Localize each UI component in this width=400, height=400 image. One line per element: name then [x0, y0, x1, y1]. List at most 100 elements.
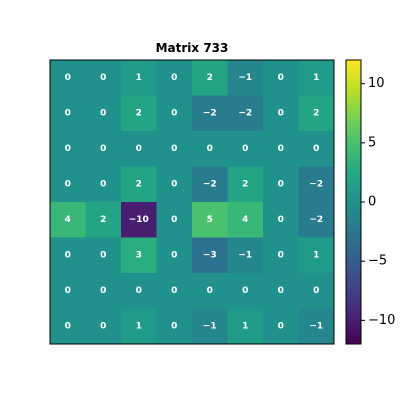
cell-value-label: 0 [313, 286, 319, 296]
cell-value-label: −10 [129, 215, 149, 225]
cell-value-label: −1 [203, 321, 217, 331]
cell-value-label: 0 [278, 321, 284, 331]
cell-value-label: 1 [136, 321, 142, 331]
heatmap-cell [50, 273, 86, 309]
heatmap-cell [263, 131, 299, 167]
heatmap-cell [227, 237, 264, 274]
heatmap-cell [263, 202, 299, 238]
cell-value-label: 1 [313, 73, 319, 83]
cell-value-label: 0 [207, 286, 213, 296]
cell-value-label: 0 [171, 321, 177, 331]
heatmap-cell [85, 237, 122, 274]
cell-value-label: 0 [100, 286, 106, 296]
cell-value-label: 2 [136, 179, 142, 189]
chart-title: Matrix 733 [156, 41, 229, 55]
heatmap-cell [298, 131, 335, 167]
cell-value-label: 4 [65, 215, 71, 225]
heatmap-cell [263, 308, 299, 345]
cell-value-label: −2 [309, 215, 323, 225]
cell-value-label: 0 [242, 286, 248, 296]
cell-value-label: 0 [278, 250, 284, 260]
heatmap-cell [192, 308, 228, 345]
cell-value-labels: 0 0 1 0 2 −1 0 10 0 2 0 −2 −2 0 20 0 0 0 0 0 0 00 0 2 0 −2 2 0 −24 2−… [65, 73, 324, 332]
cell-value-label: 0 [171, 179, 177, 189]
colorbar-tick-label: −5 [368, 254, 387, 269]
heatmap-cell [192, 95, 228, 132]
cell-value-label: 0 [65, 286, 71, 296]
heatmap-cell [50, 131, 86, 167]
heatmap-cell [156, 95, 193, 132]
cell-value-label: 0 [100, 250, 106, 260]
cell-value-label: 0 [242, 144, 248, 154]
heatmap-cell [192, 202, 228, 238]
cell-value-label: 0 [100, 179, 106, 189]
cell-value-label: 1 [313, 250, 319, 260]
cell-value-label: 1 [136, 73, 142, 83]
heatmap-cell [192, 237, 228, 274]
heatmap-cell [85, 166, 122, 203]
heatmap-cell [156, 131, 193, 167]
heatmap-cell [85, 60, 122, 96]
heatmap-cell [156, 237, 193, 274]
heatmap-cell [121, 95, 157, 132]
heatmap-cell [50, 95, 86, 132]
heatmap-cell [227, 273, 264, 309]
heatmap-cell [156, 166, 193, 203]
colorbar-tick-label: −10 [368, 313, 395, 328]
cell-value-label: −2 [238, 108, 252, 118]
cell-value-label: −1 [238, 250, 252, 260]
colorbar-ticks: 10 5 0 −5 −10 [361, 76, 395, 328]
cell-value-label: −1 [238, 73, 252, 83]
cell-value-label: 0 [65, 144, 71, 154]
cell-value-label: 5 [207, 215, 213, 225]
heatmap-cell [121, 237, 157, 274]
heatmap-cell [263, 95, 299, 132]
colorbar-gradient [346, 60, 361, 344]
heatmap-cell [121, 308, 157, 345]
cell-value-label: 1 [242, 321, 248, 331]
colorbar-tick-label: 0 [368, 195, 376, 210]
cell-value-label: 0 [100, 144, 106, 154]
heatmap-cell [50, 60, 86, 96]
heatmap-cell [192, 131, 228, 167]
plot-frame [49, 59, 335, 345]
colorbar-tick-label: 10 [368, 76, 385, 91]
heatmap-cell [121, 166, 157, 203]
heatmap-cell [85, 202, 122, 238]
cell-value-label: 0 [278, 215, 284, 225]
heatmap-cell [227, 202, 264, 238]
heatmap-cell [227, 60, 264, 96]
heatmap-cell [50, 202, 86, 238]
heatmap-cell [121, 273, 157, 309]
heatmap-cell [298, 202, 335, 238]
heatmap-cell [227, 95, 264, 132]
heatmap-cell [121, 131, 157, 167]
heatmap-cell [50, 166, 86, 203]
cell-value-label: 0 [171, 286, 177, 296]
cell-value-label: 0 [278, 144, 284, 154]
heatmap-cell [121, 202, 157, 238]
heatmap-cell [298, 95, 335, 132]
cell-value-label: 0 [136, 286, 142, 296]
cell-value-label: 2 [100, 215, 106, 225]
heatmap-cell [298, 166, 335, 203]
cell-value-label: 0 [278, 108, 284, 118]
cell-value-label: 0 [65, 179, 71, 189]
cell-value-label: 2 [207, 73, 213, 83]
heatmap-cell [85, 273, 122, 309]
heatmap-cell [156, 273, 193, 309]
heatmap-cell [156, 202, 193, 238]
heatmap-cell [298, 60, 335, 96]
cell-value-label: 0 [278, 179, 284, 189]
cell-value-label: 0 [171, 144, 177, 154]
cell-value-label: 2 [242, 179, 248, 189]
cell-value-label: 0 [100, 73, 106, 83]
cell-value-label: 0 [313, 144, 319, 154]
heatmap-cell [192, 273, 228, 309]
cell-value-label: −2 [203, 179, 217, 189]
cell-value-label: −2 [203, 108, 217, 118]
heatmap-cell [227, 308, 264, 345]
heatmap-cell [50, 308, 86, 345]
heatmap-cell [298, 237, 335, 274]
heatmap-cell [263, 237, 299, 274]
